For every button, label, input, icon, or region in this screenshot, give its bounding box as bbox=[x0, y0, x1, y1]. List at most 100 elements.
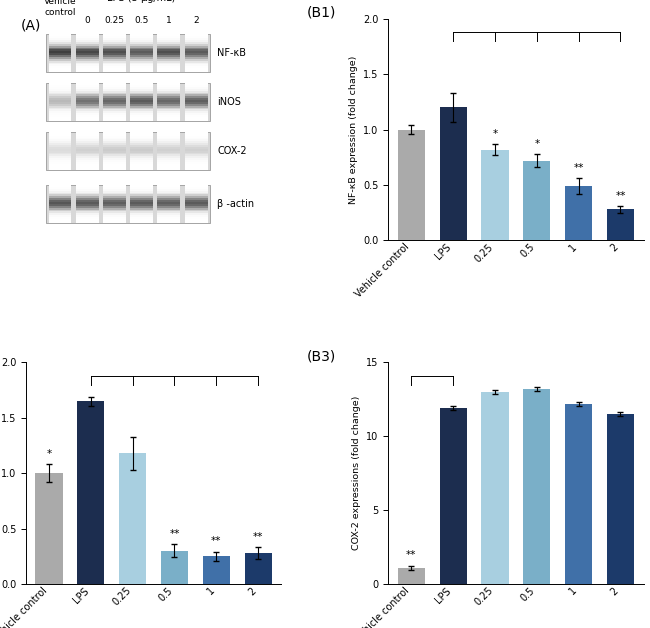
Bar bbox=[398, 568, 425, 584]
Bar bbox=[130, 192, 153, 195]
Bar bbox=[185, 57, 207, 59]
Bar bbox=[103, 215, 126, 217]
Bar bbox=[130, 58, 153, 61]
Bar bbox=[157, 60, 180, 63]
Bar bbox=[49, 156, 72, 158]
Bar bbox=[103, 137, 126, 139]
Bar bbox=[76, 160, 99, 162]
Bar bbox=[76, 209, 99, 212]
Bar bbox=[76, 215, 99, 217]
Bar bbox=[157, 213, 180, 215]
Bar bbox=[157, 119, 180, 121]
Bar bbox=[103, 58, 126, 61]
Bar bbox=[76, 135, 99, 138]
Bar bbox=[103, 167, 126, 170]
Bar bbox=[130, 160, 153, 162]
Bar bbox=[185, 137, 207, 139]
Bar bbox=[157, 209, 180, 212]
Bar bbox=[157, 96, 180, 98]
Bar bbox=[157, 34, 180, 36]
Text: *: * bbox=[46, 449, 51, 459]
Bar bbox=[103, 148, 126, 151]
Bar bbox=[76, 119, 99, 121]
Bar bbox=[130, 217, 153, 219]
Bar bbox=[103, 109, 126, 111]
Bar bbox=[76, 165, 99, 168]
Bar bbox=[103, 53, 126, 55]
Bar bbox=[76, 87, 99, 89]
Bar bbox=[103, 156, 126, 158]
Bar bbox=[130, 205, 153, 208]
Bar bbox=[76, 141, 99, 143]
Bar bbox=[49, 196, 72, 198]
Bar bbox=[103, 55, 126, 57]
Bar bbox=[185, 215, 207, 217]
Bar bbox=[130, 167, 153, 170]
Bar bbox=[185, 109, 207, 111]
Bar bbox=[103, 211, 126, 214]
Bar bbox=[185, 45, 207, 48]
Bar bbox=[49, 213, 72, 215]
Bar bbox=[157, 200, 180, 202]
Bar bbox=[185, 94, 207, 96]
Bar bbox=[130, 188, 153, 191]
Bar bbox=[157, 211, 180, 214]
Bar bbox=[130, 131, 153, 134]
Bar bbox=[130, 89, 153, 90]
Bar bbox=[185, 203, 207, 206]
Bar bbox=[103, 154, 126, 156]
Text: **: ** bbox=[169, 529, 180, 539]
Bar bbox=[76, 205, 99, 208]
Bar bbox=[185, 117, 207, 119]
Bar bbox=[103, 98, 126, 100]
Bar bbox=[130, 55, 153, 57]
Bar bbox=[185, 219, 207, 221]
Bar bbox=[103, 190, 126, 193]
Bar bbox=[49, 192, 72, 195]
Bar bbox=[49, 202, 72, 204]
Bar bbox=[185, 213, 207, 215]
Bar bbox=[130, 139, 153, 141]
Bar bbox=[157, 98, 180, 100]
Bar bbox=[185, 66, 207, 68]
Bar bbox=[76, 139, 99, 141]
Bar bbox=[103, 113, 126, 115]
Bar bbox=[103, 115, 126, 117]
Bar bbox=[130, 219, 153, 221]
Bar bbox=[157, 167, 180, 170]
Bar bbox=[185, 102, 207, 104]
Bar bbox=[157, 85, 180, 87]
Text: β -actin: β -actin bbox=[217, 199, 255, 209]
Bar bbox=[49, 160, 72, 162]
Bar bbox=[49, 109, 72, 111]
Bar bbox=[76, 185, 99, 187]
Bar bbox=[49, 198, 72, 200]
Bar bbox=[49, 115, 72, 117]
Bar bbox=[185, 148, 207, 151]
Bar bbox=[76, 68, 99, 70]
Bar bbox=[76, 62, 99, 65]
Bar bbox=[130, 68, 153, 70]
Bar bbox=[49, 117, 72, 119]
Bar bbox=[76, 57, 99, 59]
Bar bbox=[185, 113, 207, 115]
Bar bbox=[185, 98, 207, 100]
Bar bbox=[76, 90, 99, 92]
Bar bbox=[103, 38, 126, 40]
Text: (A): (A) bbox=[21, 19, 41, 33]
Bar bbox=[49, 139, 72, 141]
Bar bbox=[157, 194, 180, 197]
Bar bbox=[76, 47, 99, 50]
Bar bbox=[185, 89, 207, 90]
Bar bbox=[103, 66, 126, 68]
Bar bbox=[49, 135, 72, 138]
Bar bbox=[157, 94, 180, 96]
Bar bbox=[185, 58, 207, 61]
Bar bbox=[157, 115, 180, 117]
Bar bbox=[130, 47, 153, 50]
Bar bbox=[185, 192, 207, 195]
Bar bbox=[49, 143, 72, 145]
Bar bbox=[185, 165, 207, 168]
Text: 1: 1 bbox=[166, 16, 172, 26]
Bar bbox=[130, 45, 153, 48]
